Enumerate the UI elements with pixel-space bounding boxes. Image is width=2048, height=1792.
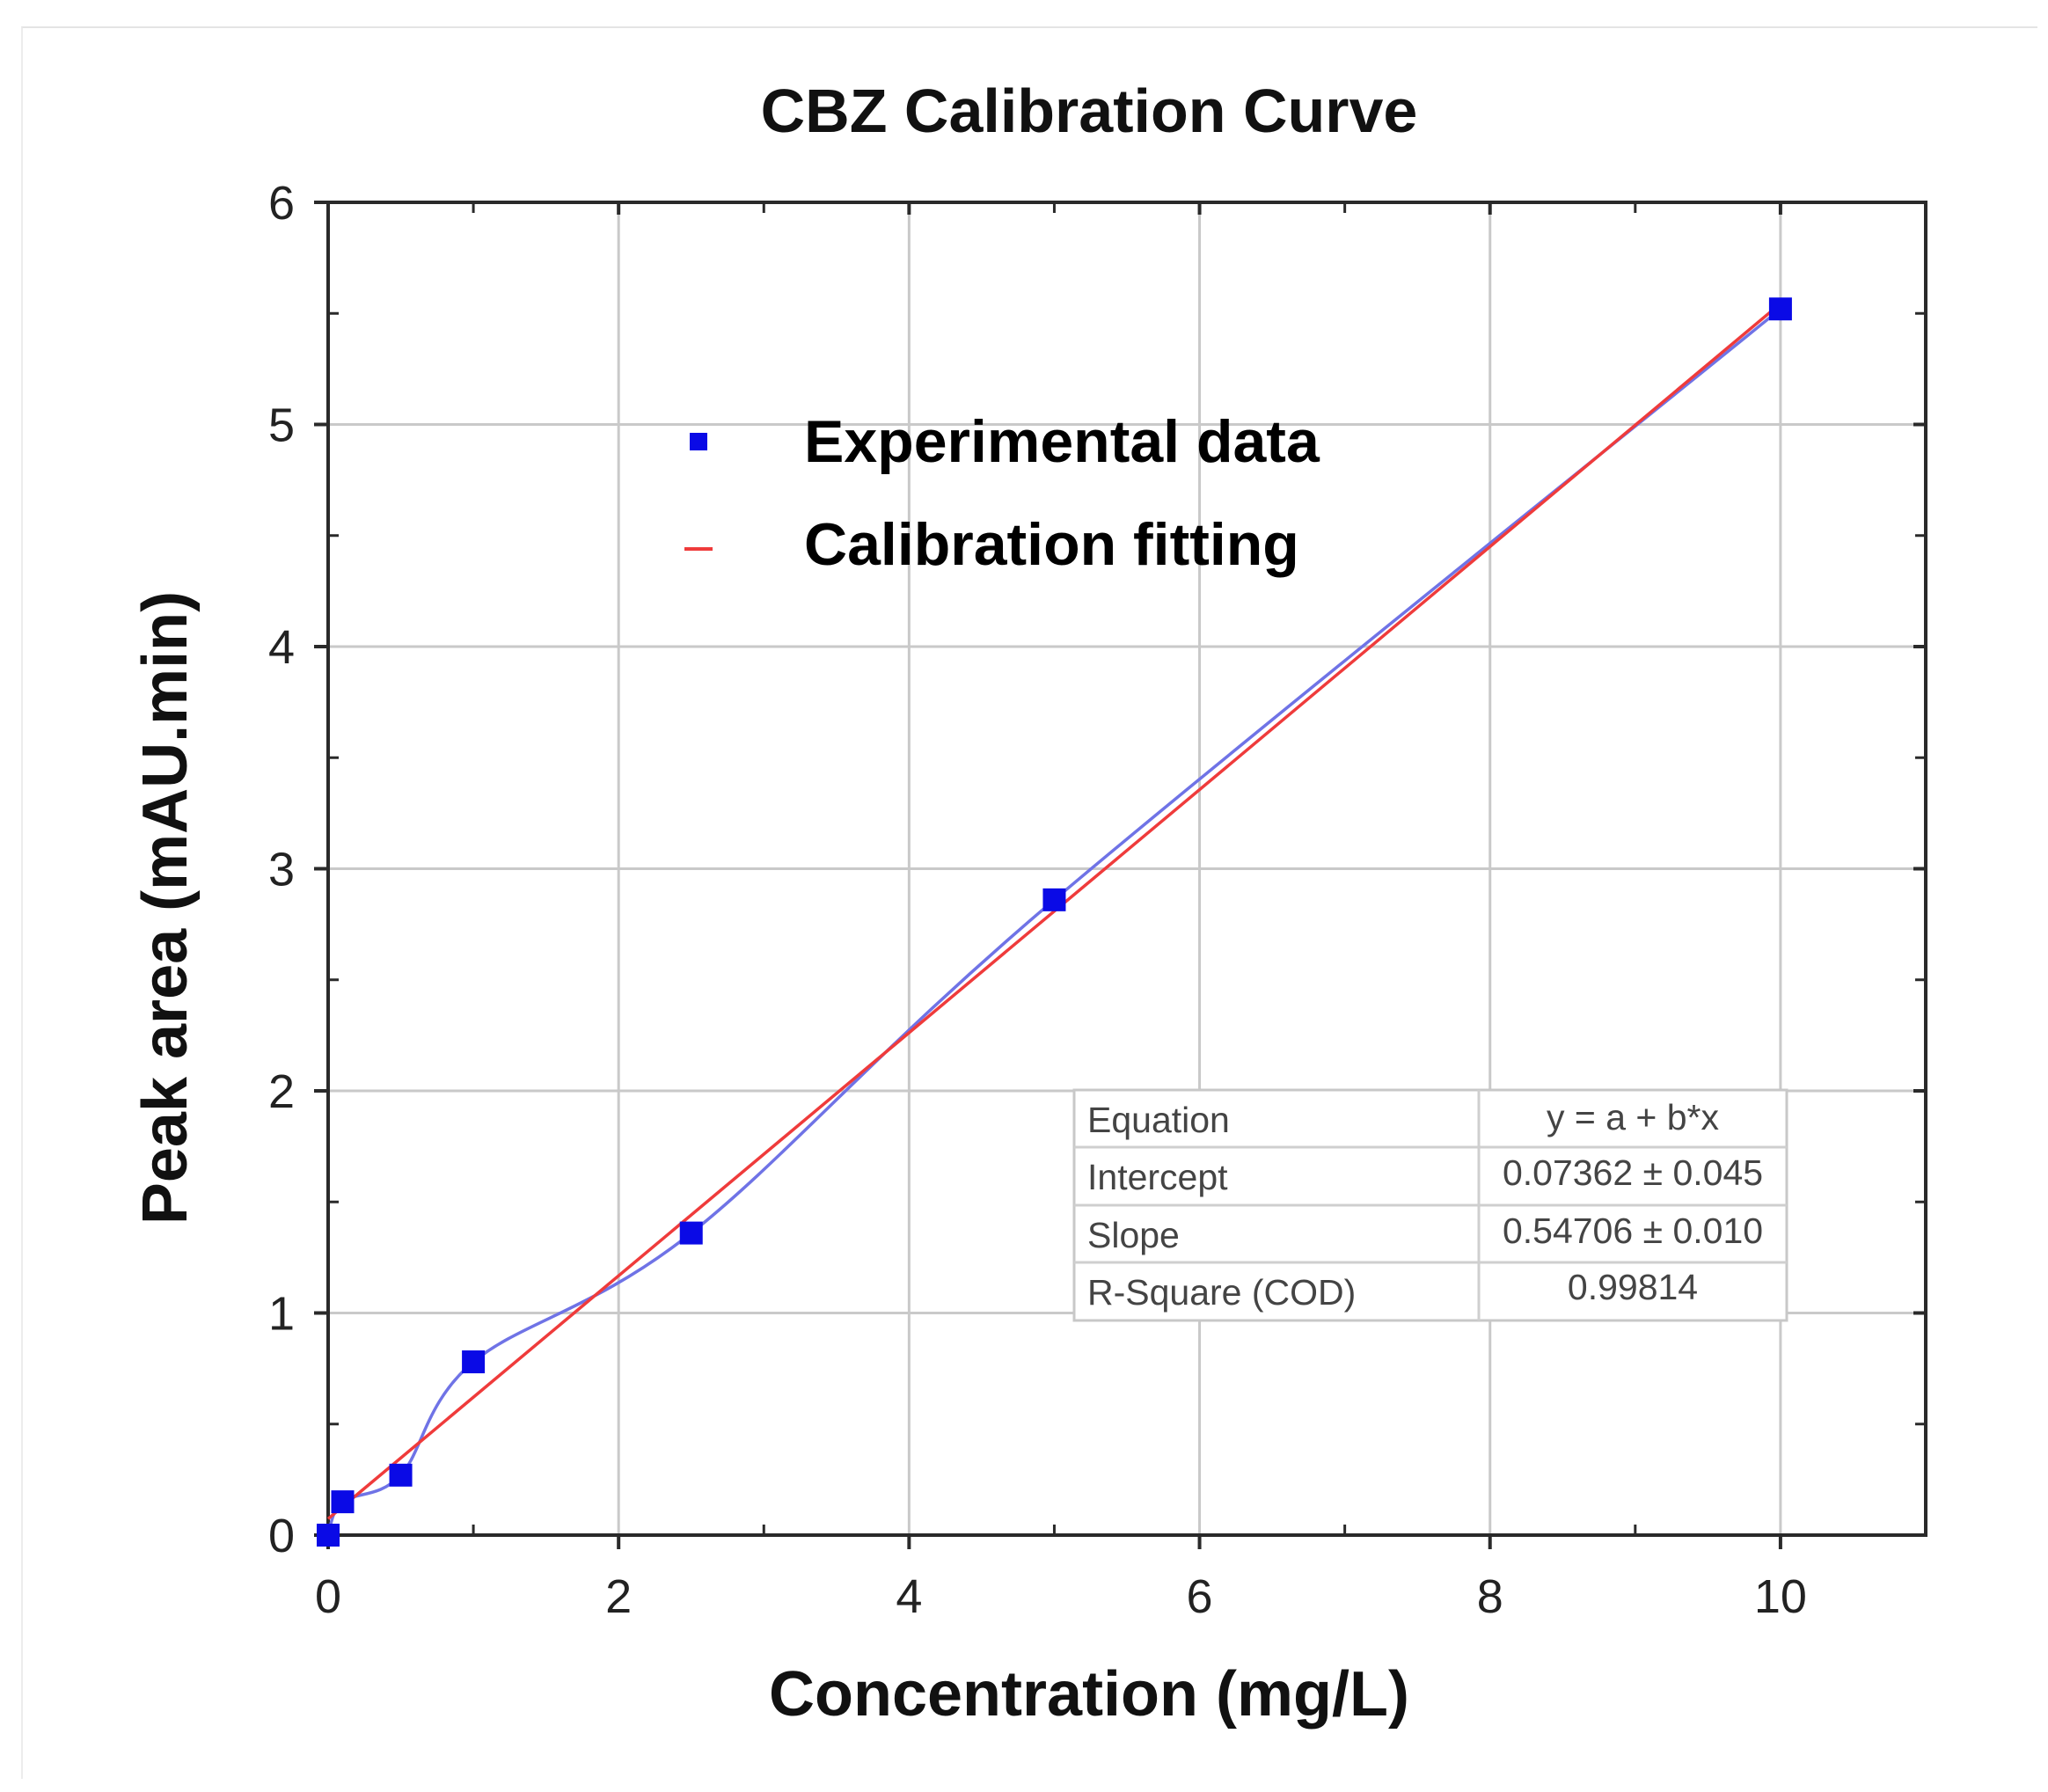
y-tick-label: 0 <box>268 1510 295 1562</box>
data-point-marker <box>462 1350 486 1374</box>
stats-label-slope: Slope <box>1087 1215 1180 1255</box>
chart-title: CBZ Calibration Curve <box>761 77 1418 145</box>
x-tick-label: 10 <box>1754 1570 1807 1623</box>
x-tick-label: 6 <box>1187 1570 1213 1623</box>
stats-value-rsquare: 0.99814 <box>1568 1267 1698 1307</box>
legend-label-experimental: Experimental data <box>804 408 1320 475</box>
x-axis-ticks: 0 2 4 6 8 10 <box>315 202 1807 1623</box>
plot-frame <box>326 201 1927 1537</box>
y-tick-label: 2 <box>268 1065 295 1118</box>
stats-label-intercept: Intercept <box>1087 1157 1228 1197</box>
stats-table: Equation y = a + b*x Intercept 0.07362 ±… <box>1072 1088 1788 1322</box>
stats-value-equation: y = a + b*x <box>1547 1097 1720 1137</box>
y-tick-label: 4 <box>268 621 295 674</box>
spline-line <box>326 307 1782 1536</box>
data-point-marker <box>331 1490 355 1514</box>
legend: Experimental data Calibration fitting <box>684 408 1320 578</box>
stats-value-slope: 0.54706 ± 0.010 <box>1503 1211 1763 1251</box>
data-point-marker <box>1768 297 1792 321</box>
data-point-marker <box>389 1463 413 1487</box>
y-axis-label: Peak area (mAU.min) <box>130 591 201 1225</box>
stats-label-equation: Equation <box>1087 1100 1230 1140</box>
stats-label-rsquare: R-Square (COD) <box>1087 1272 1356 1313</box>
legend-label-fitting: Calibration fitting <box>804 511 1299 578</box>
stats-value-intercept: 0.07362 ± 0.045 <box>1503 1152 1763 1193</box>
figure-panel: CBZ Calibration Curve 0 2 4 6 8 10 0 1 2 3 4 5 6 Ex… <box>21 26 2037 1779</box>
y-tick-label: 5 <box>268 399 295 452</box>
y-axis-ticks: 0 1 2 3 4 5 6 <box>268 177 1926 1562</box>
y-tick-label: 1 <box>268 1288 295 1341</box>
data-point-marker <box>679 1221 703 1245</box>
x-tick-label: 0 <box>315 1570 341 1623</box>
y-tick-label: 6 <box>268 177 295 230</box>
calibration-chart: CBZ Calibration Curve 0 2 4 6 8 10 0 1 2 3 4 5 6 Ex… <box>130 77 1927 1730</box>
data-point-marker <box>1042 888 1066 911</box>
grid-lines <box>328 202 1926 1535</box>
legend-square-icon <box>690 433 707 450</box>
x-tick-label: 4 <box>896 1570 922 1623</box>
x-tick-label: 2 <box>605 1570 632 1623</box>
experimental-markers <box>317 297 1792 1547</box>
y-tick-label: 3 <box>268 844 295 896</box>
x-axis-label: Concentration (mg/L) <box>769 1659 1409 1730</box>
data-point-marker <box>317 1524 340 1547</box>
x-tick-label: 8 <box>1477 1570 1503 1623</box>
